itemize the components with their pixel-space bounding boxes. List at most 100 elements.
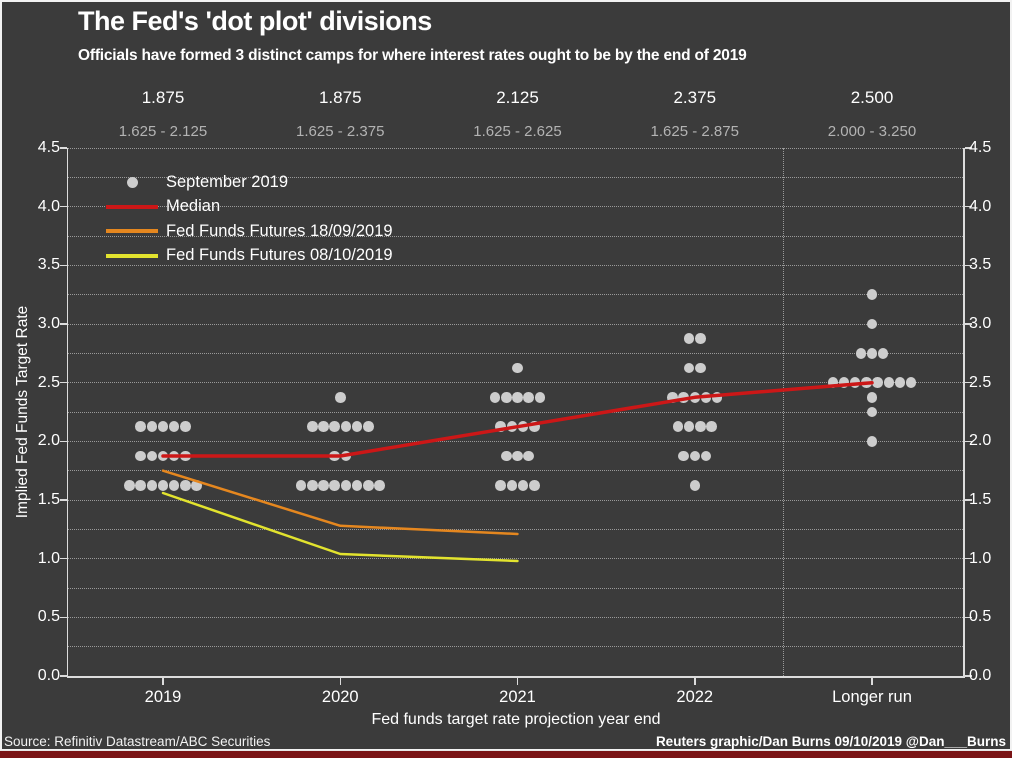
gridline: [68, 176, 963, 178]
projection-dot: [191, 480, 202, 491]
y-tick-label-right: 2.5: [969, 373, 992, 391]
y-tick-label-left: 1.5: [37, 491, 60, 508]
y-tick-right: [964, 440, 972, 443]
gridline: [68, 147, 963, 149]
projection-dot: [512, 450, 523, 462]
y-tick-label-right: 2.0: [969, 432, 992, 450]
projection-dot: [683, 333, 695, 344]
projection-dot: [827, 377, 839, 388]
y-tick-right: [964, 557, 972, 560]
x-axis-line: [66, 676, 965, 678]
y-tick-label-left: 0.5: [37, 608, 60, 626]
projection-dot: [501, 450, 512, 462]
range-annotation: 1.625 - 2.125: [118, 123, 208, 140]
legend-item: Fed Funds Futures 18/09/2019: [104, 219, 393, 244]
projection-dot: [489, 392, 501, 403]
legend-line-icon: [104, 253, 160, 258]
gridline: [68, 440, 963, 442]
projection-dot: [678, 450, 689, 462]
x-category-label: 2021: [499, 688, 536, 706]
x-tick: [871, 677, 873, 685]
bottom-red-bar: [0, 750, 1012, 758]
projection-dot: [340, 480, 352, 491]
x-category-label: 2022: [676, 688, 714, 706]
legend-label: Fed Funds Futures 08/10/2019: [166, 246, 393, 265]
y-tick-left: [59, 147, 67, 149]
projection-dot: [168, 421, 180, 432]
line-fed-funds-futures-08-10-2019: [161, 491, 519, 563]
projection-dot: [529, 421, 540, 432]
gridline: [68, 558, 963, 560]
y-tick-label-right: 4.0: [969, 197, 992, 215]
legend: September 2019 Median Fed Funds Futures 18…: [104, 170, 393, 268]
y-axis-line-left: [66, 148, 68, 678]
gridline: [68, 352, 963, 354]
projection-dot: [506, 480, 518, 491]
x-category-label: 2020: [321, 688, 359, 706]
projection-dot: [523, 450, 534, 462]
projection-dot: [672, 421, 684, 432]
line-series-layer: [161, 380, 874, 563]
y-tick-label-left: 4.5: [37, 139, 60, 156]
x-tick: [339, 677, 341, 685]
projection-dot: [894, 377, 906, 388]
projection-dot: [695, 421, 706, 432]
projection-dot: [295, 480, 307, 491]
legend-dot-icon: [104, 176, 160, 188]
projection-dot: [695, 333, 706, 344]
y-tick-label-right: 0.0: [969, 667, 992, 684]
projection-dot: [146, 480, 158, 491]
gridline: [68, 411, 963, 413]
projection-dot: [695, 362, 706, 374]
median-annotation: 2.375: [673, 88, 717, 107]
legend-item: September 2019: [104, 170, 393, 195]
line-median: [161, 380, 874, 458]
gridline: [68, 616, 963, 618]
y-tick-right: [964, 616, 972, 619]
y-tick-right: [964, 499, 972, 501]
projection-dot: [318, 480, 329, 491]
y-tick-label-right: 3.0: [969, 315, 992, 332]
legend-item: Median: [104, 195, 393, 220]
gridline: [68, 235, 963, 237]
range-annotation: 2.000 - 3.250: [827, 123, 917, 140]
projection-dot: [866, 436, 878, 447]
gridline: [68, 499, 963, 501]
source-line: Source: Refinitiv Datastream/ABC Securit…: [4, 734, 271, 749]
y-axis-line-right: [963, 148, 965, 678]
projection-dot: [168, 480, 180, 491]
longer-run-separator: [783, 148, 785, 676]
x-tick: [694, 677, 696, 685]
projection-dot: [683, 362, 695, 374]
gridline: [68, 470, 963, 472]
projection-dot: [495, 480, 506, 491]
y-tick-right: [964, 264, 972, 267]
y-tick-right: [964, 381, 972, 384]
y-tick-label-right: 3.5: [969, 256, 992, 274]
projection-dot: [363, 480, 374, 491]
projection-dot: [689, 480, 700, 491]
legend-label: Fed Funds Futures 18/09/2019: [166, 221, 393, 240]
median-annotation: 2.500: [850, 88, 894, 107]
y-tick-left: [59, 616, 67, 619]
projection-dot: [135, 421, 146, 432]
legend-line-icon: [104, 229, 160, 234]
projection-dot: [872, 377, 883, 388]
gridline: [68, 528, 963, 530]
projection-dot: [877, 348, 889, 359]
x-tick: [516, 677, 519, 685]
legend-item: Fed Funds Futures 08/10/2019: [104, 244, 393, 269]
range-annotation: 1.625 - 2.625: [473, 123, 562, 140]
projection-dot: [711, 392, 723, 403]
projection-dot: [866, 318, 878, 330]
y-tick-right: [964, 675, 972, 677]
y-tick-label-left: 0.0: [37, 667, 60, 684]
gridline: [68, 294, 963, 296]
projection-dot: [351, 480, 363, 491]
projection-dot: [501, 392, 512, 403]
y-tick-right: [964, 323, 972, 325]
gridline: [68, 587, 963, 589]
projection-dot: [146, 450, 158, 462]
median-annotation: 1.875: [318, 88, 362, 107]
projection-dot: [340, 421, 352, 432]
